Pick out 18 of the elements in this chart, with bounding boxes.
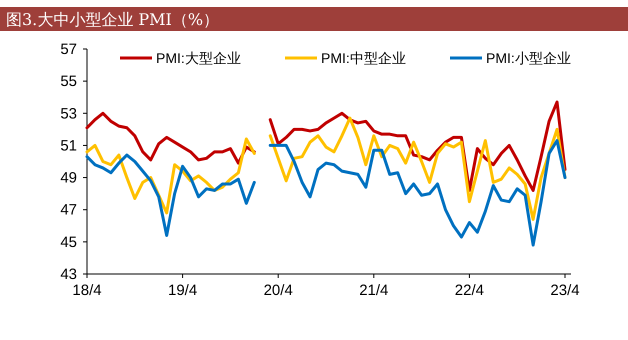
chart-title: 图3.大中小型企业 PMI（%） [6, 10, 220, 29]
x-tick-label: 20/4 [264, 282, 293, 299]
legend-label: PMI:中型企业 [321, 50, 406, 66]
x-tick-label: 19/4 [168, 282, 198, 299]
x-tick-label: 22/4 [454, 282, 484, 299]
x-tick-label: 21/4 [359, 282, 388, 299]
y-tick-label: 45 [60, 234, 77, 251]
y-tick-label: 53 [60, 105, 77, 122]
y-tick-label: 55 [60, 73, 77, 90]
y-tick-label: 43 [60, 266, 77, 283]
y-tick-label: 47 [60, 202, 77, 219]
y-tick-label: 57 [60, 41, 77, 58]
legend-label: PMI:大型企业 [156, 50, 241, 66]
x-tick-label: 23/4 [550, 282, 580, 299]
y-tick-label: 51 [60, 137, 77, 154]
y-tick-label: 49 [60, 170, 77, 187]
x-tick-label: 18/4 [72, 282, 102, 299]
legend-label: PMI:小型企业 [486, 50, 571, 66]
